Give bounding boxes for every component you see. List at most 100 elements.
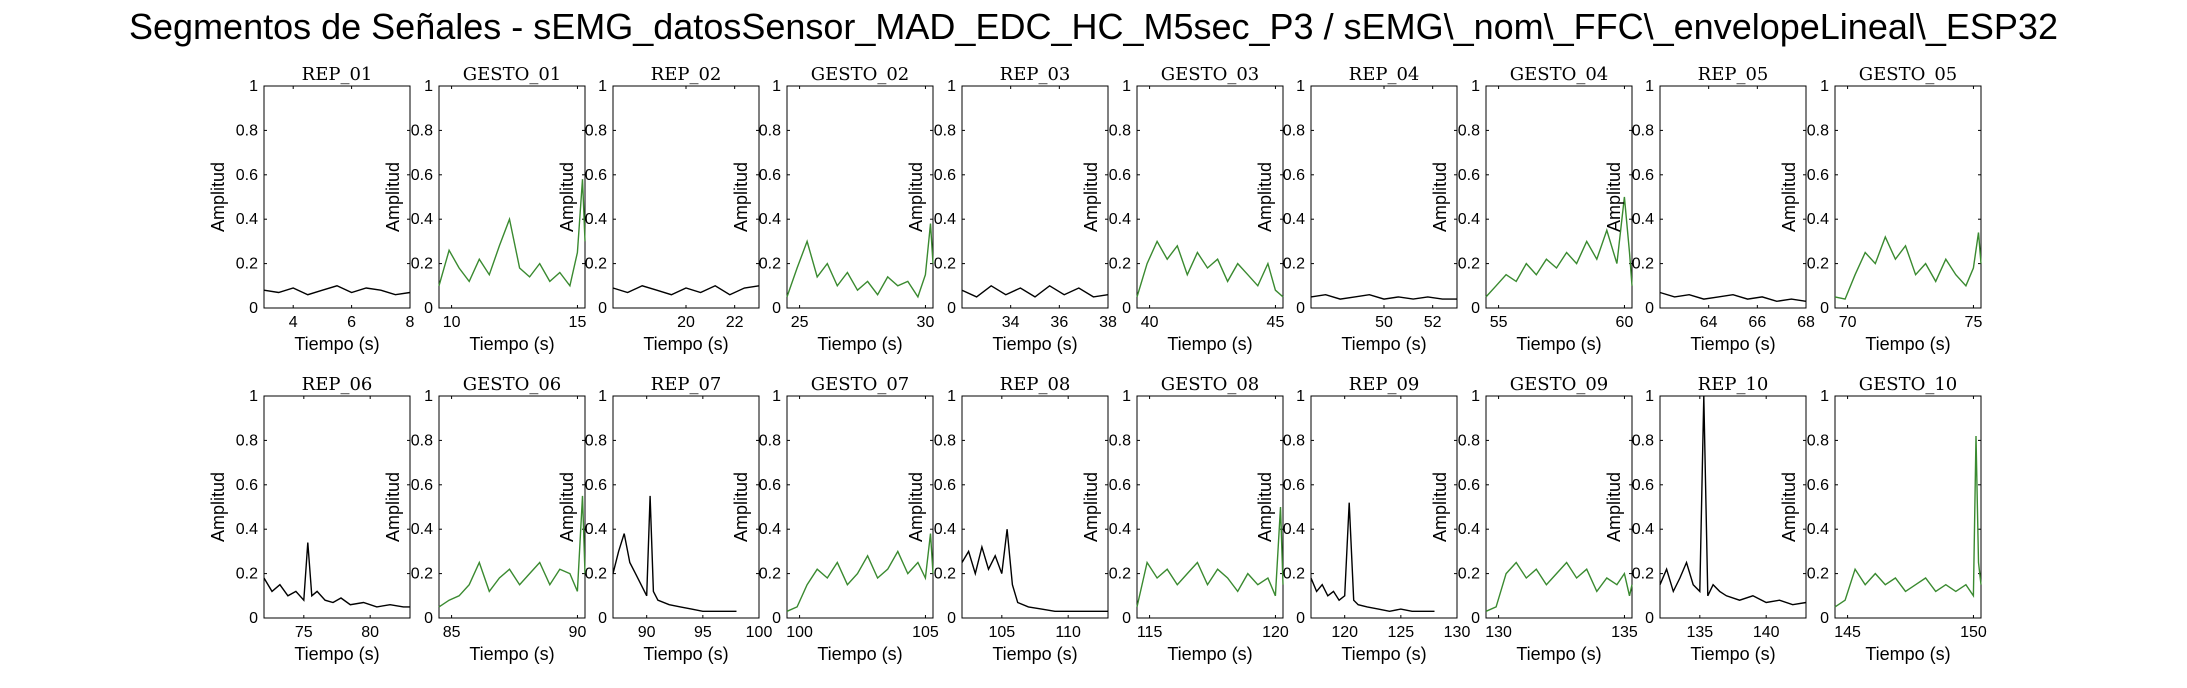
series-line <box>438 179 586 288</box>
y-tick-label: 0 <box>1820 300 1829 317</box>
y-axis-label: Amplitud <box>383 472 403 542</box>
figure-title: Segmentos de Señales - sEMG_datosSensor_… <box>129 6 2058 47</box>
x-tick-label: 36 <box>1050 314 1068 331</box>
series-line <box>961 529 1108 612</box>
y-tick-label: 0.4 <box>411 521 433 538</box>
series-line <box>263 542 410 608</box>
y-tick-label: 1 <box>424 388 433 405</box>
y-tick-label: 1 <box>947 388 956 405</box>
subplot: 0 0.2 0.4 0.6 0.8 1 55 60 GESTO_04 Tiempo (s) Ampl… <box>1430 64 1633 354</box>
y-tick-label: 0 <box>1471 300 1480 317</box>
y-tick-label: 0.8 <box>1632 432 1654 449</box>
axes-box <box>263 395 411 619</box>
x-axis-label: Tiempo (s) <box>817 644 902 664</box>
axes-box <box>438 395 586 619</box>
y-tick-label: 0.2 <box>1632 256 1654 273</box>
x-axis-label: Tiempo (s) <box>294 334 379 354</box>
x-tick-label: 120 <box>1331 624 1358 641</box>
x-axis-label: Tiempo (s) <box>1516 644 1601 664</box>
subplot: 0 0.2 0.4 0.6 0.8 1 20 22 REP_02 Tiempo (s) Amplit… <box>557 64 760 354</box>
y-tick-label: 0 <box>1122 610 1131 627</box>
y-axis-label: Amplitud <box>1081 472 1101 542</box>
x-tick-label: 145 <box>1834 624 1861 641</box>
x-tick-label: 55 <box>1490 314 1508 331</box>
y-axis-label: Amplitud <box>557 162 577 232</box>
y-tick-label: 0.2 <box>1632 566 1654 583</box>
subplot-title: REP_07 <box>651 374 722 395</box>
x-axis-label: Tiempo (s) <box>992 644 1077 664</box>
x-tick-label: 95 <box>694 624 712 641</box>
y-tick-label: 0.4 <box>1807 521 1829 538</box>
y-tick-label: 0.8 <box>411 122 433 139</box>
y-axis-label: Amplitud <box>557 472 577 542</box>
subplot-title: REP_10 <box>1698 374 1769 395</box>
subplot: 0 0.2 0.4 0.6 0.8 1 105 110 REP_08 Tiempo (s) Ampl… <box>906 374 1109 664</box>
x-tick-label: 45 <box>1267 314 1285 331</box>
y-tick-label: 0.8 <box>236 432 258 449</box>
x-axis-label: Tiempo (s) <box>817 334 902 354</box>
y-axis-label: Amplitud <box>906 162 926 232</box>
y-tick-label: 0.2 <box>1109 566 1131 583</box>
series-line <box>438 495 586 608</box>
x-tick-label: 135 <box>1686 624 1713 641</box>
y-axis-label: Amplitud <box>731 162 751 232</box>
y-tick-label: 0.4 <box>1632 211 1654 228</box>
y-axis-label: Amplitud <box>1255 472 1275 542</box>
y-tick-label: 0.4 <box>1458 211 1480 228</box>
y-tick-label: 0.8 <box>1109 122 1131 139</box>
subplot: 0 0.2 0.4 0.6 0.8 1 70 75 GESTO_05 Tiempo (s) Ampl… <box>1779 64 1982 354</box>
x-tick-label: 15 <box>569 314 587 331</box>
y-tick-label: 0.4 <box>934 521 956 538</box>
y-tick-label: 0 <box>772 300 781 317</box>
y-tick-label: 1 <box>249 388 258 405</box>
y-tick-label: 0 <box>947 300 956 317</box>
x-axis-label: Tiempo (s) <box>643 644 728 664</box>
y-tick-label: 0.4 <box>1458 521 1480 538</box>
subplot-title: REP_01 <box>302 64 373 85</box>
subplot: 0 0.2 0.4 0.6 0.8 1 115 120 GESTO_08 Tiempo (s) Am… <box>1081 374 1289 664</box>
y-tick-label: 0 <box>424 300 433 317</box>
y-tick-label: 0.8 <box>1458 122 1480 139</box>
subplot-title: GESTO_10 <box>1859 374 1958 395</box>
y-tick-label: 0.2 <box>236 566 258 583</box>
axes-box <box>612 395 760 619</box>
subplot-title: GESTO_07 <box>811 374 910 395</box>
axes-box <box>1485 85 1633 309</box>
y-axis-label: Amplitud <box>906 472 926 542</box>
y-tick-label: 0 <box>1820 610 1829 627</box>
subplot-title: REP_03 <box>1000 64 1071 85</box>
subplot: 0 0.2 0.4 0.6 0.8 1 145 150 GESTO_10 Tiempo (s) Am… <box>1779 374 1987 664</box>
subplot-title: REP_04 <box>1349 64 1420 85</box>
subplot: 0 0.2 0.4 0.6 0.8 1 34 36 38 REP_03 Tiempo (s) Ampl… <box>906 64 1117 354</box>
y-tick-label: 0 <box>1471 610 1480 627</box>
subplot: 0 0.2 0.4 0.6 0.8 1 10 15 GESTO_01 Tiempo (s) Ampl… <box>383 64 586 354</box>
y-tick-label: 0.8 <box>1807 432 1829 449</box>
y-axis-label: Amplitud <box>1604 472 1624 542</box>
y-tick-label: 0.6 <box>411 477 433 494</box>
axes-box <box>961 85 1109 309</box>
y-tick-label: 1 <box>1296 388 1305 405</box>
y-tick-label: 0.6 <box>236 477 258 494</box>
x-tick-label: 110 <box>1055 624 1081 641</box>
y-tick-label: 0.2 <box>1458 566 1480 583</box>
subplot-title: GESTO_05 <box>1859 64 1958 85</box>
y-tick-label: 0.8 <box>1283 432 1305 449</box>
y-axis-label: Amplitud <box>208 472 228 542</box>
x-axis-label: Tiempo (s) <box>1690 644 1775 664</box>
series-line <box>1485 561 1633 612</box>
y-tick-label: 0.2 <box>585 566 607 583</box>
x-tick-label: 10 <box>443 314 461 331</box>
subplot: 0 0.2 0.4 0.6 0.8 1 120 125 130 REP_09 Tiempo (s) A… <box>1255 374 1470 664</box>
series-line <box>961 284 1109 298</box>
y-tick-label: 0.2 <box>1807 256 1829 273</box>
y-tick-label: 0 <box>1645 300 1654 317</box>
y-tick-label: 0.2 <box>934 566 956 583</box>
series-line <box>1310 502 1435 613</box>
x-axis-label: Tiempo (s) <box>469 334 554 354</box>
x-tick-label: 25 <box>791 314 809 331</box>
y-tick-label: 0.6 <box>1807 477 1829 494</box>
x-tick-label: 20 <box>677 314 695 331</box>
y-tick-label: 0.4 <box>236 211 258 228</box>
y-tick-label: 0.2 <box>411 566 433 583</box>
